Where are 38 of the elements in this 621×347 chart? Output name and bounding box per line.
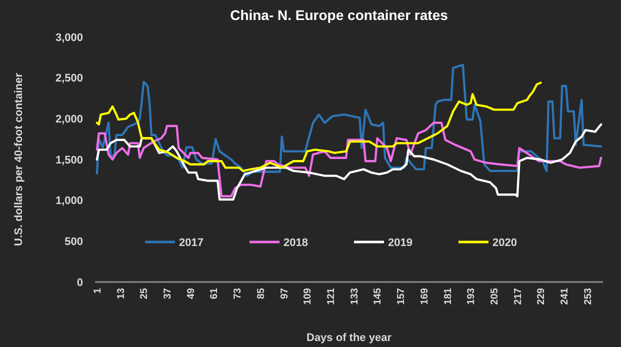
x-tick-label: 97	[279, 288, 290, 300]
x-tick-label: 109	[302, 288, 314, 305]
y-tick-label: 1,500	[55, 154, 83, 166]
x-tick-label: 229	[536, 288, 548, 305]
x-tick-label: 85	[256, 288, 267, 300]
x-tick-label: 25	[139, 288, 150, 300]
legend-label: 2020	[492, 236, 517, 249]
y-tick-label: 1,000	[55, 195, 83, 208]
x-tick-label: 13	[116, 288, 127, 300]
line-series	[96, 64, 602, 177]
x-tick-label: 121	[326, 288, 338, 305]
y-tick-label: 2,500	[55, 72, 83, 85]
y-tick-label: 2,000	[55, 114, 83, 126]
y-tick-label: 0	[76, 276, 83, 289]
legend-label: 2017	[179, 236, 204, 249]
x-tick-label: 1	[92, 288, 104, 294]
legend-label: 2019	[388, 236, 412, 249]
chart-title: China- N. Europe container rates	[230, 7, 448, 23]
x-tick-label: 241	[560, 288, 571, 305]
y-tick-label: 500	[64, 236, 83, 248]
x-tick-label: 205	[490, 288, 501, 305]
x-tick-label: 133	[349, 288, 360, 305]
x-tick-label: 61	[209, 288, 220, 300]
x-tick-label: 145	[372, 288, 384, 305]
x-tick-label: 217	[512, 288, 524, 305]
legend-label: 2018	[284, 236, 308, 249]
line-series	[96, 82, 542, 172]
x-tick-label: 73	[232, 288, 244, 300]
y-axis-title: U.S. dollars per 40-foot container	[13, 72, 25, 246]
x-tick-label: 157	[396, 288, 408, 305]
x-tick-label: 181	[442, 288, 454, 305]
x-tick-label: 253	[582, 288, 594, 305]
y-tick-label: 3,000	[55, 32, 83, 44]
x-tick-label: 49	[186, 288, 197, 300]
x-tick-label: 193	[466, 288, 478, 305]
x-axis-title: Days of the year	[306, 332, 392, 344]
x-tick-label: 37	[162, 288, 174, 300]
x-tick-label: 169	[419, 288, 430, 305]
